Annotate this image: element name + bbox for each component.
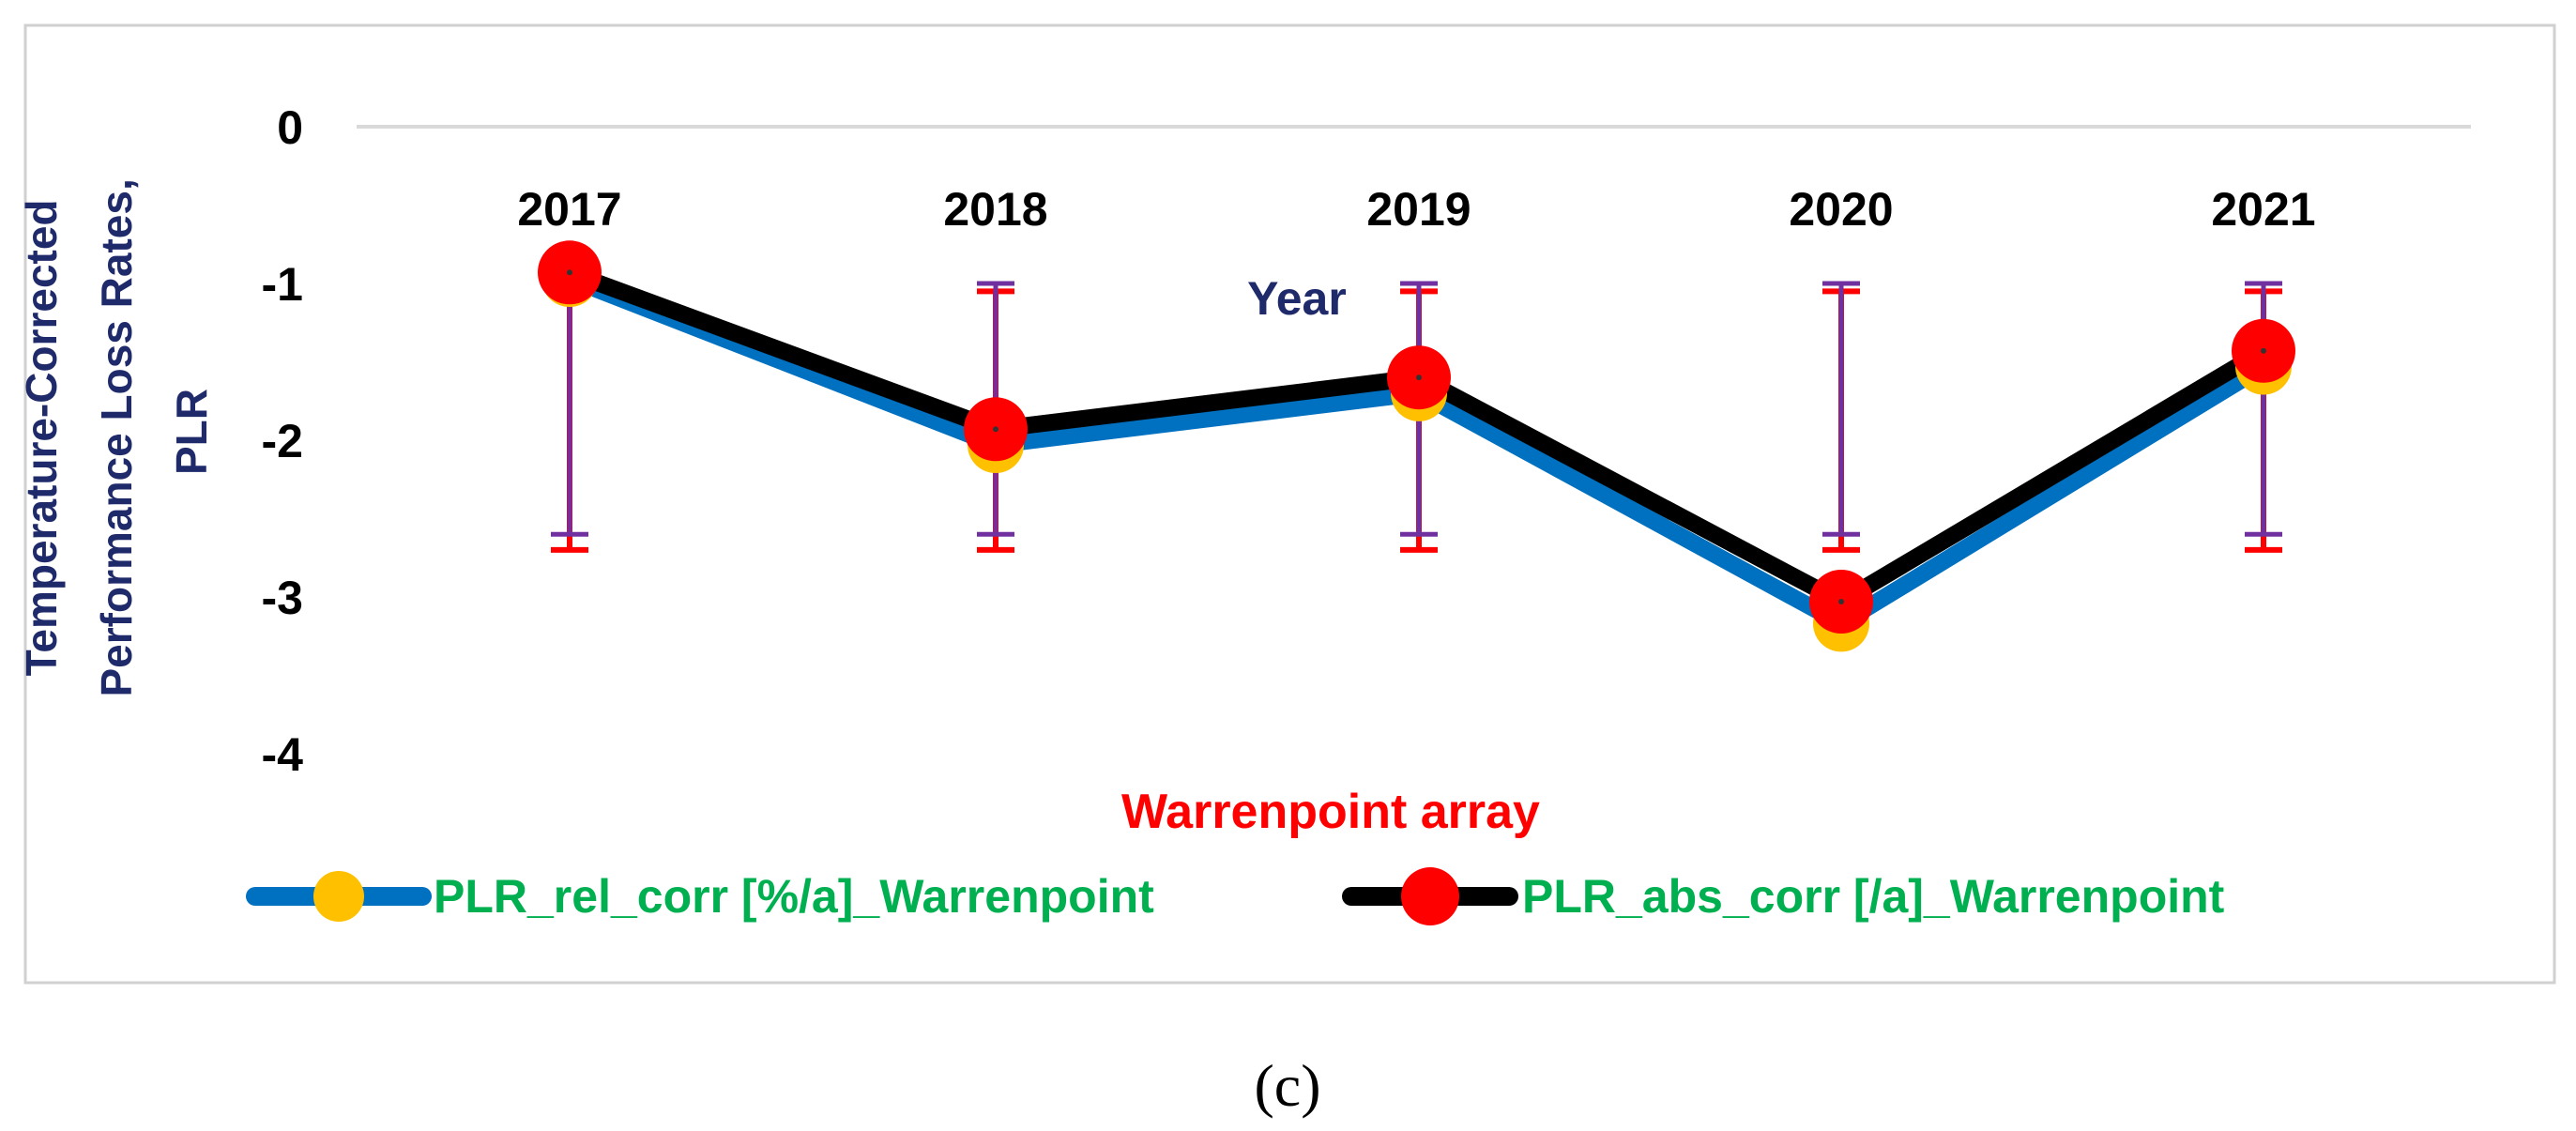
y-axis-title-line-3: PLR [167,389,216,475]
y-tick-label-3: -3 [262,572,303,624]
legend-marker-rel [313,871,364,922]
y-tick-label-0: 0 [277,101,303,154]
y-axis-title: Temperature-Corrected Performance Loss R… [17,166,216,696]
legend-label-rel: PLR_rel_corr [%/a]_Warrenpoint [434,870,1154,923]
x-category-label-2020: 2020 [1789,183,1893,236]
data-point-center-abs-2018 [993,426,998,433]
series-markers [538,240,2295,652]
x-category-label-2017: 2017 [517,183,621,236]
y-axis-title-line-2: Performance Loss Rates, [92,178,141,696]
chart-title: Warrenpoint array [1121,785,1540,839]
x-axis-title: Year [1247,272,1347,325]
x-category-label-2021: 2021 [2211,183,2315,236]
y-tick-label-2: -2 [262,415,303,467]
legend-marker-abs [1401,867,1459,925]
x-category-label-2018: 2018 [943,183,1047,236]
data-point-center-abs-2017 [567,269,572,276]
chart-frame [23,23,2556,985]
data-point-center-abs-2019 [1416,374,1422,381]
data-point-center-abs-2020 [1838,599,1844,605]
figure-caption: (c) [1254,1052,1320,1119]
y-tick-label-1: -1 [262,258,303,311]
legend: PLR_rel_corr [%/a]_Warrenpoint PLR_abs_c… [246,867,2225,925]
legend-label-abs: PLR_abs_corr [/a]_Warrenpoint [1522,870,2225,923]
y-axis-title-line-1: Temperature-Corrected [17,199,66,676]
x-axis-categories: 2017 2018 2019 2020 2021 [517,183,2315,236]
x-category-label-2019: 2019 [1366,183,1471,236]
data-point-center-abs-2021 [2261,347,2266,354]
y-tick-label-4: -4 [262,728,304,781]
y-axis-ticks: 0 -1 -2 -3 -4 [262,101,304,781]
